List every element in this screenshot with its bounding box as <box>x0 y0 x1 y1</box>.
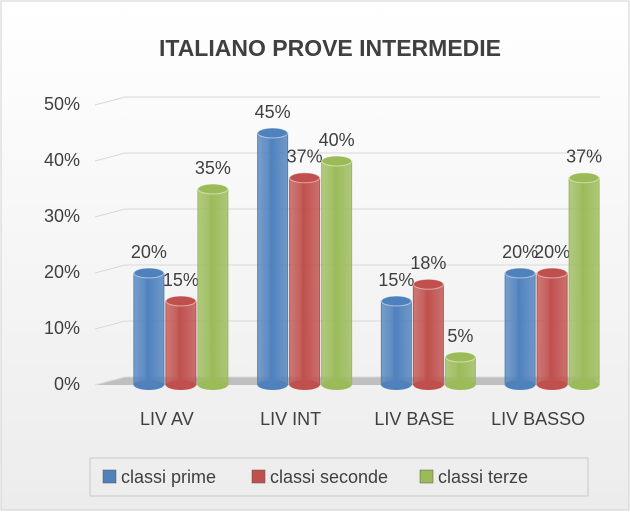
bar <box>165 300 197 386</box>
grid-line <box>94 320 126 330</box>
data-label: 37% <box>287 147 323 167</box>
legend-swatch <box>251 469 266 484</box>
bar <box>536 272 568 386</box>
grid-line <box>94 264 126 274</box>
bar-base <box>537 380 568 390</box>
bar <box>133 272 165 386</box>
bar-base <box>381 380 412 390</box>
bar-base <box>197 380 228 390</box>
x-tick-label: LIV BASSO <box>491 409 585 429</box>
legend-swatch <box>419 469 434 484</box>
bar-top <box>321 155 353 167</box>
bar <box>380 300 412 386</box>
data-label: 18% <box>410 253 446 273</box>
data-label: 45% <box>255 102 291 122</box>
bar-base <box>289 380 320 390</box>
legend-label: classi terze <box>438 467 528 487</box>
data-label: 37% <box>566 147 602 167</box>
bar-base <box>445 380 476 390</box>
bar-base <box>505 380 536 390</box>
y-tick-label: 50% <box>44 94 80 114</box>
bar-base <box>413 380 444 390</box>
legend-box <box>89 457 589 497</box>
data-label: 20% <box>534 242 570 262</box>
grid-line <box>94 96 126 106</box>
bar <box>289 177 321 386</box>
legend-label: classi seconde <box>270 467 388 487</box>
y-tick-label: 10% <box>44 318 80 338</box>
bar <box>412 283 444 386</box>
x-tick-label: LIV BASE <box>374 409 454 429</box>
y-tick-label: 30% <box>44 206 80 226</box>
x-tick-label: LIV AV <box>140 409 194 429</box>
data-label: 40% <box>319 130 355 150</box>
bar-top <box>504 267 536 279</box>
bar-base <box>569 380 600 390</box>
bar <box>568 177 600 386</box>
bar-top <box>380 295 412 307</box>
bar-top <box>412 278 444 290</box>
grid-line <box>94 152 126 162</box>
bar <box>321 160 353 386</box>
y-tick-label: 40% <box>44 150 80 170</box>
data-label: 35% <box>195 158 231 178</box>
x-tick-label: LIV INT <box>260 409 321 429</box>
bar-top <box>197 183 229 195</box>
bar-top <box>444 351 476 363</box>
data-label: 20% <box>131 242 167 262</box>
bar <box>257 132 289 386</box>
bar-top <box>165 295 197 307</box>
bar-top <box>568 172 600 184</box>
bar <box>197 188 229 386</box>
bar-top <box>257 127 289 139</box>
y-tick-label: 0% <box>54 374 80 394</box>
bar-base <box>133 380 164 390</box>
grid-line <box>94 376 126 386</box>
data-label: 15% <box>163 270 199 290</box>
grid-line <box>94 208 126 218</box>
data-label: 15% <box>378 270 414 290</box>
bar-base <box>257 380 288 390</box>
data-label: 5% <box>447 326 473 346</box>
data-label: 20% <box>502 242 538 262</box>
bar-base <box>165 380 196 390</box>
bar <box>504 272 536 386</box>
chart-title: ITALIANO PROVE INTERMEDIE <box>159 35 501 61</box>
y-tick-label: 20% <box>44 262 80 282</box>
bar-top <box>133 267 165 279</box>
bar-top <box>289 172 321 184</box>
bar-top <box>536 267 568 279</box>
bar-base <box>321 380 352 390</box>
legend-swatch <box>102 469 117 484</box>
legend-label: classi prime <box>121 467 216 487</box>
